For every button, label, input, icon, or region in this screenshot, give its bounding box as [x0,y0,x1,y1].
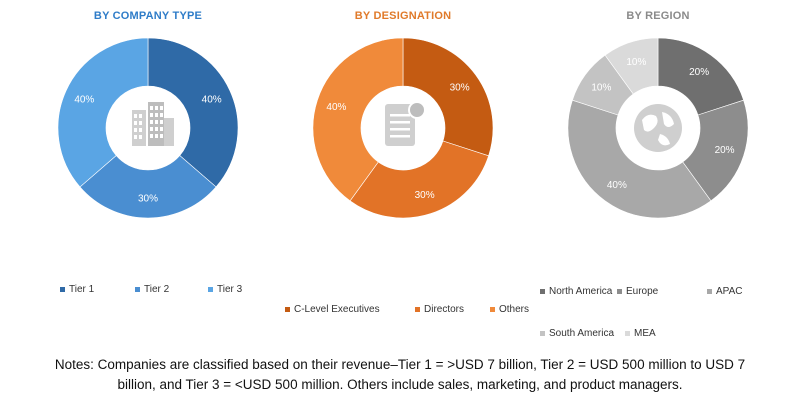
legend-label: APAC [716,286,743,297]
legend-label: Tier 1 [69,284,95,295]
company-type-panel: BY COMPANY TYPE 40% 30% 40% Tier 1 Tier 2 Ti… [15,0,281,345]
legend-swatch [707,288,712,294]
legend-swatch [490,306,495,312]
notes-line: billion, and Tier 3 = <USD 500 million. … [117,377,683,392]
pie-slice-tier-1 [147,38,238,188]
legend-label: Others [499,304,530,315]
slice-value-label: 40% [607,180,627,191]
globe-icon [634,104,682,152]
slice-value-label: 30% [138,194,158,205]
legend-item: Tier 2 [135,284,169,295]
legend-swatch [625,330,630,336]
notes-line: Notes: Companies are classified based on… [54,357,746,372]
pie-slice-others [313,38,404,202]
legend-item: MEA [625,328,656,339]
region-donut: 20% 20% 40% 10% 10% [568,38,748,218]
designation-panel: BY DESIGNATION 30% 30% 40% C-Level Executi… [270,0,536,345]
legend-swatch [617,288,622,294]
legend-swatch [540,330,545,336]
legend-item: South America [540,328,614,339]
slice-value-label: 20% [689,67,709,78]
legend-label: Tier 2 [144,284,170,295]
chart-title: BY REGION [626,10,690,22]
pie-slice-directors [349,140,489,218]
chart-title: BY DESIGNATION [354,10,452,22]
pie-slice-europe [682,99,748,202]
legend-swatch [60,286,65,292]
legend-item: Others [490,304,529,315]
region-panel: BY REGION 20% 20% 40% 10% 10% North America E… [525,0,791,345]
legend-label: North America [549,286,613,297]
designation-donut: 30% 30% 40% [313,38,493,218]
legend-item: Tier 3 [208,284,242,295]
slice-value-label: 40% [326,102,346,113]
legend-swatch [135,286,140,292]
slice-value-label: 30% [415,190,435,201]
legend-label: C-Level Executives [294,304,380,315]
company-type-donut: 40% 30% 40% [58,38,238,218]
building-icon [132,102,174,146]
slice-value-label: 10% [626,57,646,68]
legend-item: Europe [617,286,658,297]
legend-item: Tier 1 [60,284,94,295]
legend-item: North America [540,286,612,297]
notes: Notes: Companies are classified based on… [10,355,790,395]
slice-value-label: 40% [202,94,222,105]
slice-value-label: 10% [591,82,611,93]
legend-label: MEA [634,328,656,339]
pie-slice-tier-3 [58,38,149,188]
legend-swatch [285,306,290,312]
legend-item: C-Level Executives [285,304,380,315]
pie-slice-c-level-executives [402,38,493,157]
slice-value-label: 20% [715,145,735,156]
legend-label: South America [549,328,615,339]
slice-value-label: 30% [450,82,470,93]
legend-label: Directors [424,304,465,315]
legend-label: Tier 3 [217,284,243,295]
legend-label: Europe [626,286,659,297]
legend-swatch [208,286,213,292]
legend-item: APAC [707,286,743,297]
legend-swatch [415,306,420,312]
slice-value-label: 40% [74,94,94,105]
legend-swatch [540,288,545,294]
chart-title: BY COMPANY TYPE [93,10,203,22]
pie-slice-north-america [657,38,744,116]
document-person-icon [385,101,426,146]
pie-slice-apac [568,99,712,218]
pie-slice-tier-2 [79,155,217,218]
pie-slice-mea [604,38,659,95]
legend-item: Directors [415,304,464,315]
